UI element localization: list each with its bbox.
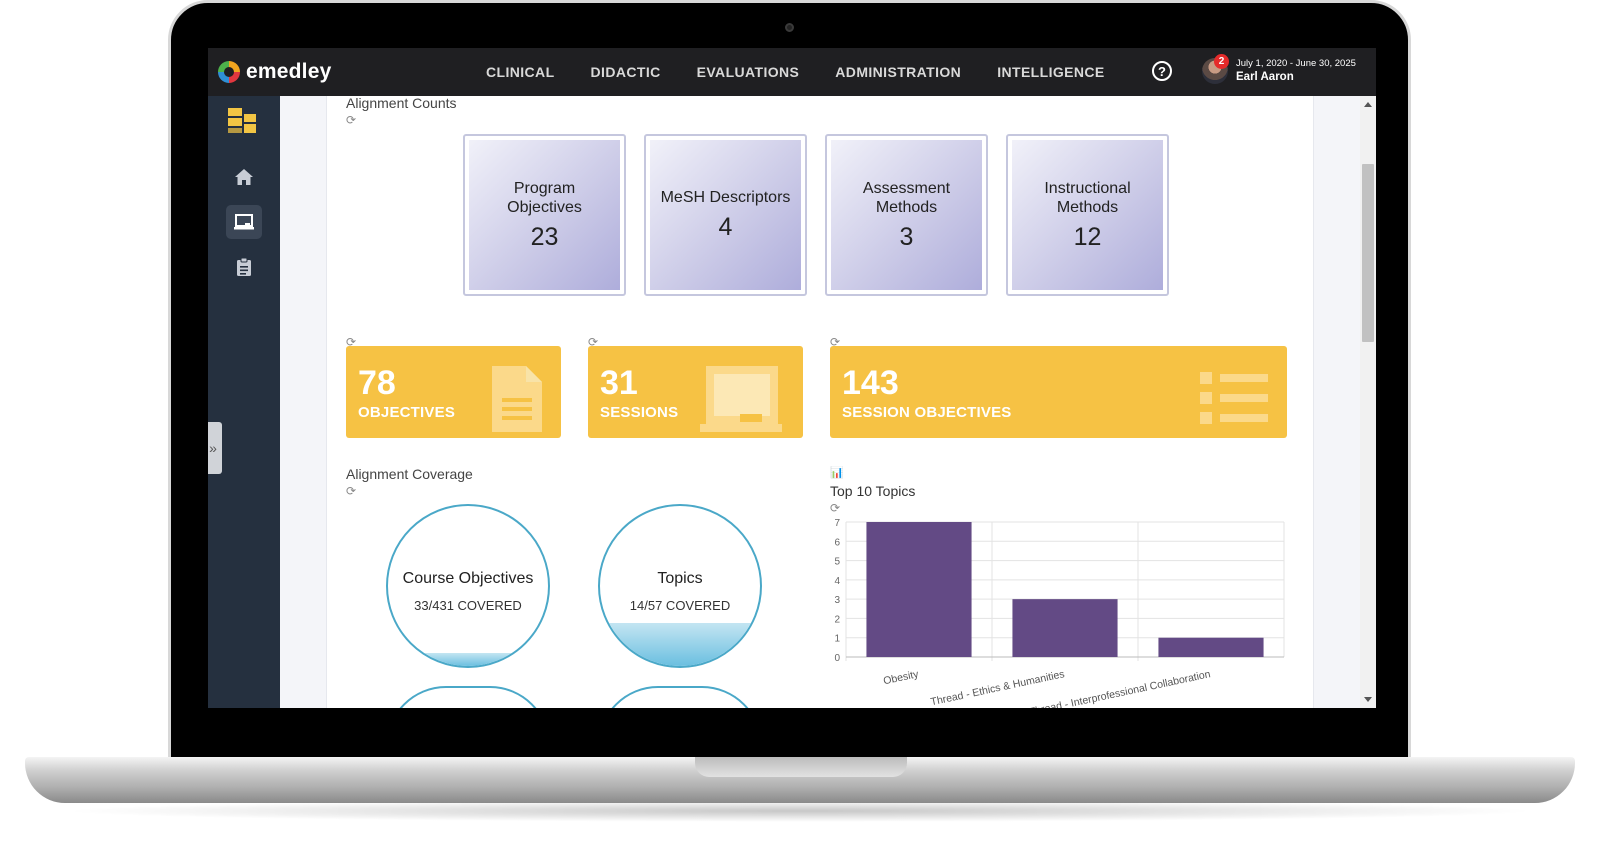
stat-label: SESSIONS [600,404,679,421]
stat-session-objectives[interactable]: 143 SESSION OBJECTIVES [830,346,1287,438]
coverage-fill [388,652,548,666]
count-card-instructional-methods[interactable]: Instructional Methods 12 [1006,134,1169,296]
y-tick-label: 5 [834,557,840,568]
bar [866,522,972,657]
bar [1158,637,1264,657]
stat-value: 31 [600,364,638,402]
y-tick-label: 1 [834,634,840,645]
vertical-scrollbar[interactable] [1360,96,1376,708]
screen: emedley CLINICAL DIDACTIC EVALUATIONS AD… [208,48,1376,708]
refresh-icon[interactable]: ⟳ [346,335,357,349]
y-tick-label: 3 [834,595,840,606]
coverage-title: Topics [657,570,703,587]
coverage-title: Course Objectives [402,570,534,587]
laptop-shadow [60,800,1540,822]
count-label: Instructional Methods [1044,179,1131,216]
coverage-fill [600,622,760,666]
emedley-logo-icon [218,61,240,83]
notification-badge[interactable]: 2 [1214,54,1229,69]
dashboard-icon[interactable] [228,108,258,134]
count-card-assessment-methods[interactable]: Assessment Methods 3 [825,134,988,296]
main-nav: CLINICAL DIDACTIC EVALUATIONS ADMINISTRA… [486,48,1105,96]
user-name[interactable]: Earl Aaron [1236,71,1294,83]
count-value: 4 [718,213,733,241]
date-range[interactable]: July 1, 2020 - June 30, 2025 [1236,58,1356,69]
blackboard-icon [700,366,782,432]
count-value: 23 [530,222,559,251]
top-topics-chart: 0 1 2 3 4 5 6 7 Obesity Thread - Ethics & Humanit… [834,518,1285,708]
coverage-course-objectives[interactable]: Course Objectives 33/431 COVERED [386,504,550,668]
coverage-topics[interactable]: Topics 14/57 COVERED [598,504,762,668]
count-card-mesh-descriptors[interactable]: MeSH Descriptors 4 [644,134,807,296]
nav-didactic[interactable]: DIDACTIC [590,64,661,80]
refresh-icon[interactable]: ⟳ [830,501,841,515]
x-tick-label: Thread - Ethics & Humanities [930,668,1066,708]
classroom-icon[interactable] [226,205,262,239]
coverage-text: 33/431 COVERED [414,598,522,613]
y-tick-label: 4 [834,576,840,587]
x-tick-label: Obesity [882,668,920,687]
nav-administration[interactable]: ADMINISTRATION [835,64,962,80]
question-circle-icon[interactable]: ? [1152,61,1172,81]
count-label: Program Objectives [507,179,582,216]
bar-chart-icon[interactable]: 📊 [830,467,844,479]
refresh-icon[interactable]: ⟳ [588,335,599,349]
alignment-coverage-title: Alignment Coverage [346,466,473,482]
y-tick-label: 0 [834,653,840,664]
stat-value: 78 [358,364,396,402]
scroll-down-icon[interactable] [1364,697,1372,702]
laptop-notch [695,757,907,777]
coverage-text: 14/57 COVERED [629,598,731,613]
sidebar: » [208,96,280,708]
stat-label: SESSION OBJECTIVES [842,404,1012,421]
sidebar-collapse-toggle[interactable]: » [208,422,222,474]
count-value: 12 [1073,222,1102,251]
stat-objectives[interactable]: 78 OBJECTIVES [346,346,561,438]
refresh-icon[interactable]: ⟳ [346,113,357,127]
document-icon [492,366,542,432]
stat-value: 143 [842,364,899,402]
list-icon [1200,372,1268,424]
app-logo[interactable]: emedley [218,60,331,84]
clipboard-icon[interactable] [226,250,262,284]
nav-evaluations[interactable]: EVALUATIONS [696,64,800,80]
y-tick-label: 2 [834,614,840,625]
bar [1012,599,1118,657]
chart-title: Top 10 Topics [830,483,916,499]
top-navigation-bar: emedley CLINICAL DIDACTIC EVALUATIONS AD… [208,48,1376,96]
camera-icon [785,23,794,32]
scroll-thumb[interactable] [1362,164,1374,342]
count-card-program-objectives[interactable]: Program Objectives 23 [463,134,626,296]
scroll-up-icon[interactable] [1364,102,1372,107]
stat-label: OBJECTIVES [358,404,456,421]
count-value: 3 [899,222,914,251]
count-label: Assessment Methods [862,179,951,216]
count-label: MeSH Descriptors [660,189,791,206]
y-tick-label: 6 [834,537,840,548]
nav-clinical[interactable]: CLINICAL [486,64,555,80]
stat-sessions[interactable]: 31 SESSIONS [588,346,803,438]
app-name: emedley [246,60,332,83]
home-icon[interactable] [226,160,262,194]
refresh-icon[interactable]: ⟳ [346,484,357,498]
refresh-icon[interactable]: ⟳ [830,335,841,349]
alignment-counts-title: Alignment Counts [346,95,457,111]
nav-intelligence[interactable]: INTELLIGENCE [997,64,1105,80]
y-tick-label: 7 [834,518,840,529]
